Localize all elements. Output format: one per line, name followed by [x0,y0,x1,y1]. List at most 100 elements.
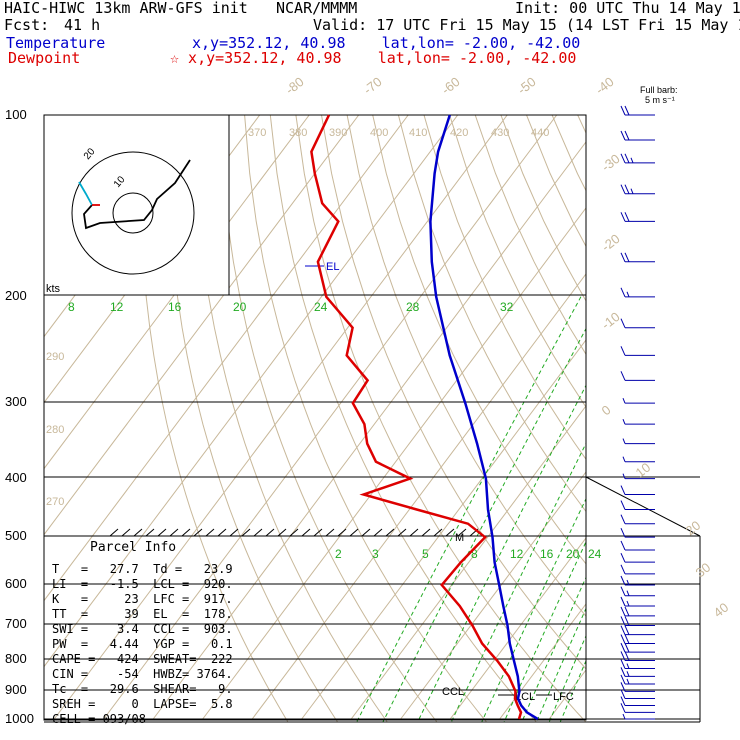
hatch-mark [205,528,215,537]
barb-legend-line2: 5 m s⁻¹ [645,95,675,105]
wind-barb [620,667,655,677]
isotherm-line [350,405,586,720]
pressure-label: 600 [5,576,27,591]
hatch-mark [241,528,251,537]
parcel-row: SWI = 3.4 CCL = 903. [52,622,233,636]
pressure-label: 200 [5,288,27,303]
parcel-row: K = 23 LFC = 917. [52,592,233,606]
barb-half-flag [622,438,626,444]
hatch-mark [109,528,119,537]
theta-label: 380 [289,127,307,139]
mixing-ratio-label: 8 [68,300,75,314]
isotherm-line [599,115,740,719]
model-title: HAIC-HIWC 13km ARW-GFS init [4,0,248,17]
isotherm-line [400,471,586,720]
isotherm-line [499,603,586,720]
dry-adiabat [551,115,586,192]
barb-half-flag [630,157,634,164]
barb-flag [620,659,626,669]
theta-label: 420 [450,127,468,139]
barb-flag [620,564,626,575]
barb-flag [624,153,630,164]
mixing-ratio-label: 24 [314,300,328,314]
barb-flag [620,696,626,706]
wind-barb [620,500,655,511]
wind-barb [620,371,655,381]
mixing-ratio-label: 3 [372,547,379,561]
wind-barb [620,105,655,116]
barb-flag [620,625,626,635]
hatch-mark [301,528,311,537]
barb-flag [620,527,626,538]
barb-half-flag [622,397,626,404]
barb-half-flag [626,663,630,669]
isotherm-label: 30 [693,560,714,581]
pressure-label: 800 [5,651,27,666]
wind-barb [620,252,655,263]
barb-half-flag [626,600,630,607]
wind-barb [620,527,655,538]
hatch-mark [229,528,239,537]
hatch-mark [409,528,419,537]
hatch-mark [193,528,203,537]
hatch-mark [349,528,359,537]
center-label: NCAR/MMMM [276,0,358,17]
barb-flag [620,667,626,677]
wind-barb [622,438,655,445]
barb-half-flag [622,713,626,720]
mixing-ratio-label: 32 [500,300,514,314]
wind-barb [620,153,655,164]
isotherm-label: -30 [599,151,623,174]
wind-barb [620,689,655,700]
hatch-mark [253,528,263,537]
wind-barb [622,418,655,425]
barb-flag [620,616,626,626]
mixing-ratio-label: 28 [406,300,420,314]
isotherm-line [103,115,558,720]
wind-barb [620,184,655,195]
dry-adiabat [603,115,740,732]
hatch-mark [217,528,227,537]
isotherm-line [202,207,586,720]
barb-flag [620,318,626,328]
hatch-mark [121,528,131,537]
pressure-label: 500 [5,528,27,543]
wind-barb [620,130,655,141]
mixing-ratio-line [356,296,582,722]
wind-barb [622,456,655,463]
dry-adiabat [244,115,488,722]
hodograph-ring [112,192,154,234]
wind-barb [620,552,655,563]
mixing-ratio-line [521,576,586,722]
barb-flag [620,689,626,699]
forecast-hour: 41 h [64,16,101,34]
temperature-location: x,y=352.12, 40.98 lat,lon= -2.00, -42.00 [192,34,581,52]
hodograph-ring [71,151,195,275]
barb-half-flag [630,188,634,194]
hodograph-units-label: kts [46,283,61,295]
parcel-row: SREH = 0 LAPSE= 5.8 [52,697,233,711]
theta-label: 390 [329,127,347,139]
barb-half-flag [622,418,626,425]
hodograph-trace-low [78,181,93,206]
lfc-label: LFC [553,691,574,703]
wind-barb [620,596,655,607]
mixing-ratio-label: 12 [510,547,524,561]
barb-flag [620,287,626,298]
dry-adiabat [192,115,388,722]
isotherm-label: -40 [593,74,617,97]
hatch-mark [289,528,299,537]
barb-half-flag [626,579,630,586]
valid-time: Valid: 17 UTC Fri 15 May 15 (14 LST Fri … [313,16,740,34]
isotherm-line [44,115,310,470]
barb-half-flag [626,678,630,685]
barb-flag [620,674,626,685]
ccl-label: CCL [442,686,464,698]
barb-flag [620,346,626,356]
dry-adiabat [269,115,537,722]
lower-panel-edge [585,476,701,537]
hatch-mark [265,528,275,537]
wind-barb [620,682,655,692]
dry-adiabat-label: 270 [46,496,64,508]
